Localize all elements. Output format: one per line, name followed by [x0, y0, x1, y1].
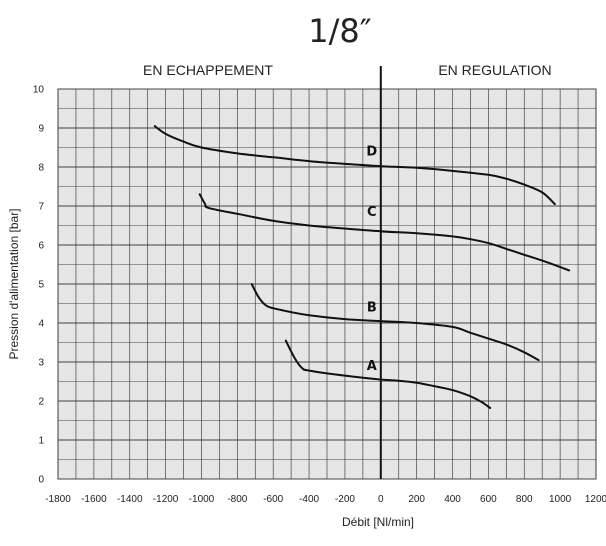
x-tick-label: 200: [408, 494, 425, 505]
y-tick-label: 6: [38, 241, 44, 252]
x-tick-label: -1200: [153, 494, 179, 505]
x-tick-label: 800: [516, 494, 533, 505]
curve-label-B: B: [367, 300, 377, 315]
x-tick-label: -400: [299, 494, 319, 505]
x-tick-label: 1200: [585, 494, 606, 505]
curve-D: [153, 125, 556, 206]
x-tick-label: -1800: [45, 494, 71, 505]
curve-B: [250, 283, 540, 362]
y-tick-label: 4: [38, 319, 44, 330]
y-tick-label: 10: [33, 85, 45, 96]
y-tick-label: 7: [38, 202, 44, 213]
x-tick-label: 400: [444, 494, 461, 505]
curve-label-D: D: [366, 144, 377, 159]
x-tick-label: -600: [263, 494, 283, 505]
y-tick-labels: 0 1 2 3 4 5 6 7 8 9 10: [33, 85, 45, 486]
y-tick-label: 1: [38, 436, 44, 447]
x-tick-label: -1000: [189, 494, 215, 505]
chart-title: 1/8″: [308, 12, 372, 50]
x-tick-label: 0: [378, 494, 384, 505]
x-tick-label: -800: [227, 494, 247, 505]
y-tick-label: 9: [38, 124, 44, 135]
curve-label-A: A: [367, 359, 377, 374]
x-tick-label: -200: [335, 494, 355, 505]
x-tick-label: -1400: [117, 494, 143, 505]
x-axis-label: Débit [Nl/min]: [342, 515, 414, 529]
y-tick-label: 5: [38, 280, 44, 291]
curve-C: [198, 193, 571, 272]
grid: [57, 66, 597, 480]
curves: [153, 125, 571, 409]
y-tick-label: 2: [38, 397, 44, 408]
region-label-left: EN ECHAPPEMENT: [143, 62, 273, 78]
curve-label-C: C: [367, 205, 377, 220]
x-tick-label: 1000: [549, 494, 572, 505]
y-tick-label: 0: [38, 475, 44, 486]
x-tick-label: 600: [480, 494, 497, 505]
y-tick-label: 3: [38, 358, 44, 369]
y-tick-label: 8: [38, 163, 44, 174]
curve-A: [284, 339, 492, 409]
y-axis-label: Pression d'alimentation [bar]: [7, 208, 21, 359]
region-label-right: EN REGULATION: [438, 62, 551, 78]
x-tick-labels: -1800 -1600 -1400 -1200 -1000 -800 -600 -400 -20…: [45, 494, 606, 505]
x-tick-label: -1600: [81, 494, 107, 505]
curve-labels: D C B A: [366, 144, 377, 373]
